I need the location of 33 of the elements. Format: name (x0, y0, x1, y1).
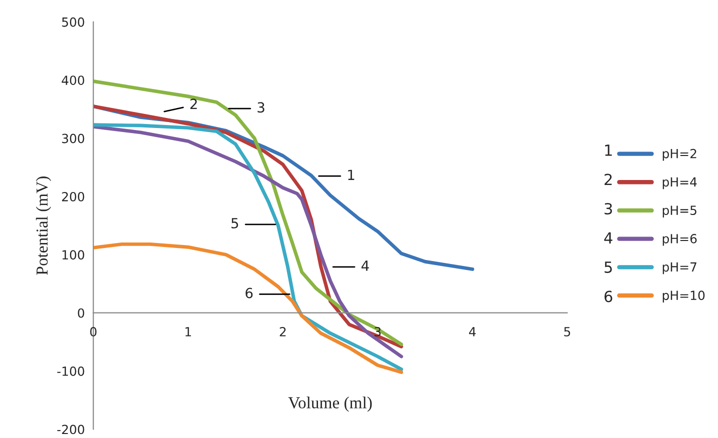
x-axis-title: Volume (ml) (288, 396, 372, 412)
text: 6 (604, 290, 612, 302)
legend-label: pH=7 (662, 262, 696, 274)
text: 5 (604, 262, 612, 274)
annotation: 6 (246, 288, 253, 298)
text: 3 (604, 202, 612, 215)
annotation: 1 (348, 170, 354, 180)
x-tick-label: 5 (564, 327, 570, 336)
legend-label: pH=4 (662, 177, 697, 190)
y-tick-label: 100 (62, 250, 84, 260)
text: 1 (605, 144, 612, 156)
text: 2 (604, 174, 612, 186)
y-tick-label: -100 (57, 366, 84, 376)
x-tick-label: 0 (90, 326, 96, 336)
y-tick-label: 200 (62, 192, 84, 202)
legend-label: pH=10 (662, 290, 705, 302)
x-tick-label: 1 (186, 327, 191, 336)
x-tick-label: 2 (280, 326, 286, 336)
y-tick-label: 300 (62, 134, 84, 144)
annotation: 2 (190, 98, 197, 109)
y-axis-title: Potential (mV) (36, 176, 52, 275)
legend-label: pH=6 (662, 234, 697, 246)
annotation: 3 (258, 102, 264, 113)
text: 4 (604, 232, 612, 244)
annotation: 5 (232, 218, 238, 228)
legend-label: pH=2 (662, 148, 696, 161)
legend-label: pH=5 (662, 206, 696, 218)
x-tick-label: 4 (469, 327, 476, 336)
y-tick-label: -200 (57, 424, 84, 434)
annotation: 4 (362, 260, 369, 271)
y-tick-label: 500 (62, 17, 84, 27)
y-tick-label: 0 (78, 308, 84, 318)
y-tick-label: 400 (62, 76, 84, 86)
